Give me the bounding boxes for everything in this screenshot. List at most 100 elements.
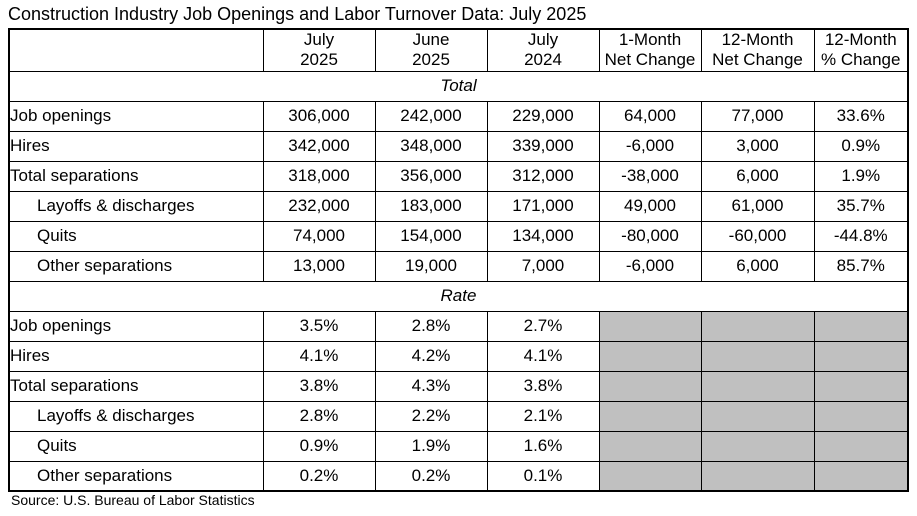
cell-value: 154,000	[374, 220, 488, 252]
cell-value: 171,000	[486, 190, 600, 222]
row-label: Hires	[8, 130, 264, 162]
col-header-july-2025: July 2025	[262, 28, 376, 72]
cell-value: 0.1%	[486, 460, 600, 492]
cell-value: 1.9%	[813, 160, 909, 192]
cell-value: 4.2%	[374, 340, 488, 372]
shaded-cell	[598, 430, 702, 462]
cell-value: 0.9%	[813, 130, 909, 162]
col-header-line: 1-Month	[618, 30, 682, 50]
source-note: Source: U.S. Bureau of Labor Statistics	[11, 492, 255, 508]
cell-value: 61,000	[700, 190, 815, 222]
table-row: Hires 342,000 348,000 339,000 -6,000 3,0…	[8, 130, 909, 162]
shaded-cell	[700, 340, 815, 372]
col-header-june-2025: June 2025	[374, 28, 488, 72]
cell-value: 339,000	[486, 130, 600, 162]
cell-value: 3.5%	[262, 310, 376, 342]
col-header-12-month-pct-change: 12-Month % Change	[813, 28, 909, 72]
shaded-cell	[598, 400, 702, 432]
cell-value: 4.3%	[374, 370, 488, 402]
table-row: Job openings 3.5% 2.8% 2.7%	[8, 310, 909, 342]
row-label: Layoffs & discharges	[8, 400, 264, 432]
cell-value: 13,000	[262, 250, 376, 282]
table-row: Other separations 0.2% 0.2% 0.1%	[8, 460, 909, 492]
cell-value: 3.8%	[486, 370, 600, 402]
shaded-cell	[700, 430, 815, 462]
cell-value: 312,000	[486, 160, 600, 192]
cell-value: -6,000	[598, 250, 702, 282]
cell-value: 2.8%	[262, 400, 376, 432]
corner-cell	[8, 28, 264, 72]
table-row: Job openings 306,000 242,000 229,000 64,…	[8, 100, 909, 132]
cell-value: 3.8%	[262, 370, 376, 402]
cell-value: 356,000	[374, 160, 488, 192]
shaded-cell	[813, 340, 909, 372]
table-row: Total separations 318,000 356,000 312,00…	[8, 160, 909, 192]
section-label: Total	[8, 70, 909, 102]
shaded-cell	[700, 370, 815, 402]
col-header-line: 12-Month	[824, 30, 897, 50]
col-header-line: 2025	[300, 50, 338, 70]
cell-value: 134,000	[486, 220, 600, 252]
row-label: Job openings	[8, 310, 264, 342]
section-row-total: Total	[8, 70, 909, 102]
cell-value: 0.2%	[374, 460, 488, 492]
cell-value: 74,000	[262, 220, 376, 252]
cell-value: 4.1%	[486, 340, 600, 372]
cell-value: 348,000	[374, 130, 488, 162]
row-label: Total separations	[8, 160, 264, 192]
col-header-line: July	[303, 30, 335, 50]
cell-value: 6,000	[700, 160, 815, 192]
cell-value: 229,000	[486, 100, 600, 132]
row-label: Other separations	[8, 460, 264, 492]
cell-value: 318,000	[262, 160, 376, 192]
cell-value: 3,000	[700, 130, 815, 162]
cell-value: -38,000	[598, 160, 702, 192]
shaded-cell	[700, 460, 815, 492]
table-row: Layoffs & discharges 2.8% 2.2% 2.1%	[8, 400, 909, 432]
table-row: Total separations 3.8% 4.3% 3.8%	[8, 370, 909, 402]
cell-value: 6,000	[700, 250, 815, 282]
shaded-cell	[813, 310, 909, 342]
cell-value: 306,000	[262, 100, 376, 132]
row-label: Hires	[8, 340, 264, 372]
cell-value: 85.7%	[813, 250, 909, 282]
cell-value: 232,000	[262, 190, 376, 222]
row-label: Quits	[8, 430, 264, 462]
table-row: Hires 4.1% 4.2% 4.1%	[8, 340, 909, 372]
cell-value: 242,000	[374, 100, 488, 132]
col-header-line: 2024	[524, 50, 562, 70]
shaded-cell	[813, 460, 909, 492]
col-header-12-month-net-change: 12-Month Net Change	[700, 28, 815, 72]
header-row: July 2025 June 2025 July 2024 1-Month Ne…	[8, 28, 909, 72]
row-label: Quits	[8, 220, 264, 252]
shaded-cell	[700, 310, 815, 342]
cell-value: 2.7%	[486, 310, 600, 342]
col-header-line: 12-Month	[721, 30, 794, 50]
shaded-cell	[598, 460, 702, 492]
cell-value: 4.1%	[262, 340, 376, 372]
col-header-line: June	[412, 30, 450, 50]
section-row-rate: Rate	[8, 280, 909, 312]
col-header-line: Net Change	[712, 50, 803, 70]
col-header-line: % Change	[821, 50, 901, 70]
cell-value: -6,000	[598, 130, 702, 162]
shaded-cell	[813, 430, 909, 462]
cell-value: 0.9%	[262, 430, 376, 462]
row-label: Other separations	[8, 250, 264, 282]
col-header-line: 2025	[412, 50, 450, 70]
cell-value: 35.7%	[813, 190, 909, 222]
shaded-cell	[598, 310, 702, 342]
cell-value: 342,000	[262, 130, 376, 162]
table-row: Layoffs & discharges 232,000 183,000 171…	[8, 190, 909, 222]
cell-value: 1.6%	[486, 430, 600, 462]
table-row: Other separations 13,000 19,000 7,000 -6…	[8, 250, 909, 282]
cell-value: -80,000	[598, 220, 702, 252]
table-row: Quits 74,000 154,000 134,000 -80,000 -60…	[8, 220, 909, 252]
col-header-line: Net Change	[604, 50, 696, 70]
table-row: Quits 0.9% 1.9% 1.6%	[8, 430, 909, 462]
cell-value: 49,000	[598, 190, 702, 222]
col-header-july-2024: July 2024	[486, 28, 600, 72]
row-label: Total separations	[8, 370, 264, 402]
cell-value: -44.8%	[813, 220, 909, 252]
